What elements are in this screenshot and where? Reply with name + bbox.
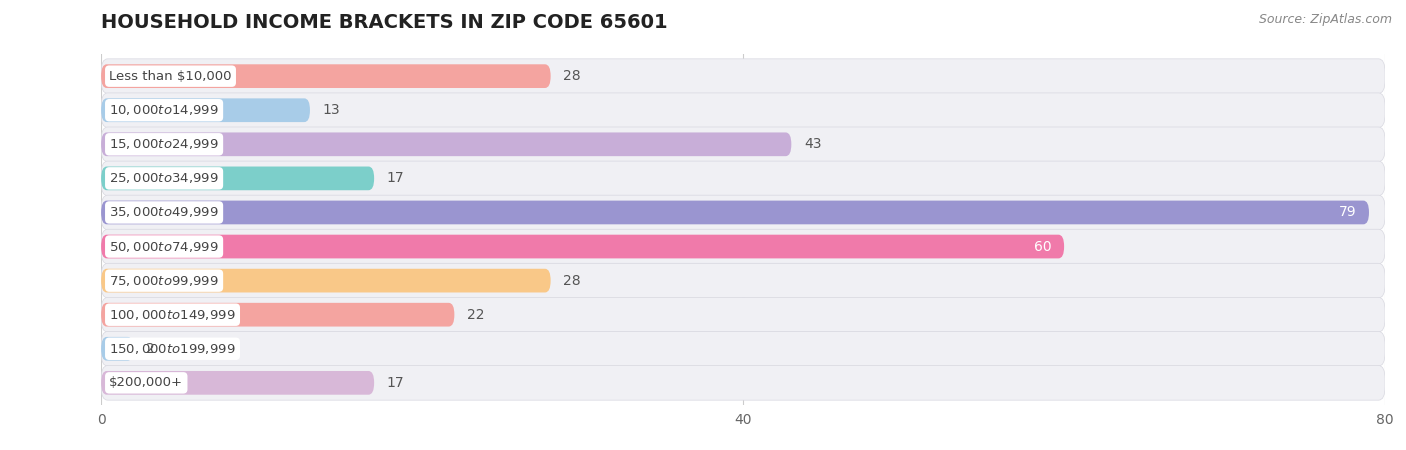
FancyBboxPatch shape (101, 365, 1385, 400)
Text: $35,000 to $49,999: $35,000 to $49,999 (110, 206, 219, 220)
FancyBboxPatch shape (101, 132, 792, 156)
Text: $15,000 to $24,999: $15,000 to $24,999 (110, 137, 219, 151)
FancyBboxPatch shape (101, 201, 1369, 224)
FancyBboxPatch shape (101, 337, 134, 360)
Text: 2: 2 (146, 342, 155, 356)
FancyBboxPatch shape (101, 166, 374, 190)
FancyBboxPatch shape (101, 235, 1064, 258)
FancyBboxPatch shape (101, 161, 1385, 196)
Text: 60: 60 (1033, 239, 1052, 253)
Text: $50,000 to $74,999: $50,000 to $74,999 (110, 239, 219, 253)
Text: HOUSEHOLD INCOME BRACKETS IN ZIP CODE 65601: HOUSEHOLD INCOME BRACKETS IN ZIP CODE 65… (101, 14, 668, 32)
FancyBboxPatch shape (101, 64, 551, 88)
Text: $10,000 to $14,999: $10,000 to $14,999 (110, 103, 219, 117)
Text: 17: 17 (387, 171, 405, 185)
Text: Source: ZipAtlas.com: Source: ZipAtlas.com (1258, 14, 1392, 27)
FancyBboxPatch shape (101, 99, 309, 122)
Text: 43: 43 (804, 137, 821, 151)
FancyBboxPatch shape (101, 303, 454, 327)
FancyBboxPatch shape (101, 269, 551, 292)
Text: 28: 28 (564, 69, 581, 83)
Text: 28: 28 (564, 274, 581, 288)
FancyBboxPatch shape (101, 371, 374, 395)
FancyBboxPatch shape (101, 127, 1385, 162)
FancyBboxPatch shape (101, 59, 1385, 94)
Text: 79: 79 (1339, 206, 1355, 220)
FancyBboxPatch shape (101, 229, 1385, 264)
FancyBboxPatch shape (101, 332, 1385, 366)
FancyBboxPatch shape (101, 297, 1385, 332)
Text: $200,000+: $200,000+ (110, 376, 183, 389)
Text: 17: 17 (387, 376, 405, 390)
Text: 22: 22 (467, 308, 485, 322)
FancyBboxPatch shape (101, 195, 1385, 230)
Text: $75,000 to $99,999: $75,000 to $99,999 (110, 274, 219, 288)
Text: $25,000 to $34,999: $25,000 to $34,999 (110, 171, 219, 185)
FancyBboxPatch shape (101, 93, 1385, 127)
Text: $150,000 to $199,999: $150,000 to $199,999 (110, 342, 236, 356)
Text: 13: 13 (322, 103, 340, 117)
Text: $100,000 to $149,999: $100,000 to $149,999 (110, 308, 236, 322)
Text: Less than $10,000: Less than $10,000 (110, 70, 232, 83)
FancyBboxPatch shape (101, 263, 1385, 298)
